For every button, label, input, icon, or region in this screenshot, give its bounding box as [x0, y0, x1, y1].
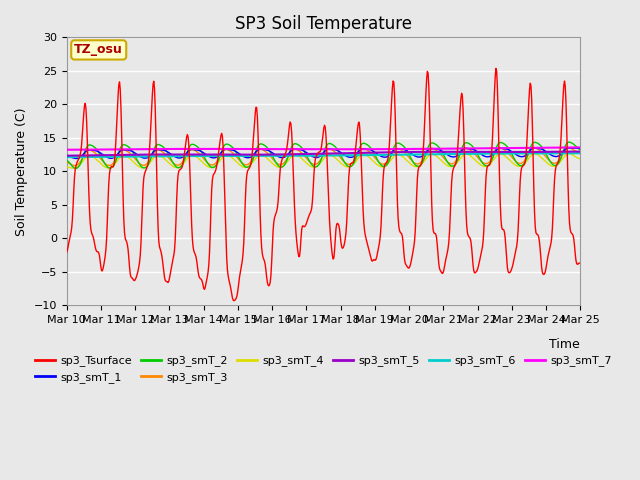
sp3_smT_4	[70, 166, 77, 171]
sp3_Tsurface	[230, 298, 237, 303]
Line: sp3_smT_2: sp3_smT_2	[67, 142, 580, 168]
sp3_smT_7	[63, 147, 70, 153]
sp3_smT_1	[178, 155, 186, 160]
sp3_smT_6	[177, 153, 185, 159]
Line: sp3_smT_6: sp3_smT_6	[67, 153, 580, 157]
sp3_Tsurface	[387, 127, 394, 132]
sp3_smT_6	[401, 152, 408, 157]
Line: sp3_smT_5: sp3_smT_5	[67, 152, 580, 156]
sp3_Tsurface	[72, 163, 80, 169]
sp3_smT_2	[205, 162, 212, 168]
sp3_smT_2	[178, 163, 186, 168]
sp3_smT_4	[577, 156, 584, 162]
sp3_smT_2	[401, 145, 409, 151]
Line: sp3_smT_1: sp3_smT_1	[67, 148, 580, 158]
sp3_smT_7	[386, 146, 394, 152]
sp3_smT_3	[577, 151, 584, 156]
sp3_smT_1	[401, 147, 409, 153]
sp3_smT_2	[72, 166, 80, 171]
sp3_smT_7	[401, 146, 408, 152]
sp3_Tsurface	[63, 250, 70, 255]
sp3_smT_2	[577, 147, 584, 153]
sp3_smT_5	[177, 152, 185, 157]
sp3_smT_6	[386, 152, 394, 158]
sp3_smT_3	[401, 150, 409, 156]
Text: Time: Time	[550, 337, 580, 350]
sp3_Tsurface	[401, 260, 409, 266]
Line: sp3_smT_7: sp3_smT_7	[67, 147, 580, 150]
sp3_Tsurface	[204, 269, 212, 275]
sp3_smT_3	[205, 161, 212, 167]
sp3_Tsurface	[492, 66, 500, 72]
sp3_Tsurface	[125, 254, 132, 260]
sp3_smT_1	[73, 156, 81, 161]
sp3_smT_3	[73, 162, 81, 168]
sp3_smT_2	[63, 157, 70, 163]
sp3_smT_4	[63, 164, 70, 170]
sp3_smT_5	[125, 152, 132, 157]
sp3_smT_7	[125, 146, 132, 152]
sp3_smT_4	[401, 156, 409, 162]
sp3_smT_4	[73, 165, 81, 170]
sp3_smT_2	[387, 155, 394, 161]
sp3_smT_1	[125, 147, 133, 153]
sp3_smT_4	[387, 158, 394, 164]
sp3_smT_3	[125, 150, 133, 156]
sp3_smT_2	[125, 145, 133, 151]
sp3_smT_3	[565, 145, 573, 151]
sp3_smT_1	[387, 152, 394, 157]
sp3_smT_6	[577, 150, 584, 156]
sp3_smT_7	[177, 146, 185, 152]
sp3_smT_4	[178, 163, 186, 168]
Line: sp3_smT_3: sp3_smT_3	[67, 148, 580, 166]
sp3_Tsurface	[577, 260, 584, 266]
Line: sp3_Tsurface: sp3_Tsurface	[67, 69, 580, 300]
sp3_smT_4	[565, 151, 573, 156]
sp3_smT_3	[72, 163, 79, 168]
sp3_smT_6	[72, 154, 80, 160]
sp3_smT_1	[565, 145, 573, 151]
sp3_smT_4	[125, 156, 133, 161]
sp3_smT_3	[178, 160, 186, 166]
sp3_smT_7	[72, 147, 80, 153]
sp3_smT_4	[205, 164, 212, 170]
sp3_smT_6	[125, 154, 132, 159]
sp3_smT_5	[386, 149, 394, 155]
sp3_smT_1	[63, 154, 70, 159]
sp3_smT_5	[204, 152, 212, 157]
sp3_smT_5	[577, 149, 584, 155]
sp3_smT_6	[204, 153, 212, 159]
sp3_smT_2	[73, 165, 81, 171]
Line: sp3_smT_4: sp3_smT_4	[67, 154, 580, 168]
sp3_smT_6	[63, 154, 70, 160]
sp3_smT_5	[401, 149, 408, 155]
sp3_smT_5	[72, 153, 80, 158]
Legend: sp3_Tsurface, sp3_smT_1, sp3_smT_2, sp3_smT_3, sp3_smT_4, sp3_smT_5, sp3_smT_6, : sp3_Tsurface, sp3_smT_1, sp3_smT_2, sp3_…	[31, 351, 616, 387]
sp3_smT_2	[565, 139, 573, 145]
sp3_smT_7	[577, 144, 584, 150]
sp3_smT_3	[63, 160, 70, 166]
Y-axis label: Soil Temperature (C): Soil Temperature (C)	[15, 107, 28, 236]
sp3_smT_3	[387, 155, 394, 160]
sp3_smT_7	[204, 146, 212, 152]
Title: SP3 Soil Temperature: SP3 Soil Temperature	[235, 15, 412, 33]
sp3_smT_1	[577, 145, 584, 151]
Text: TZ_osu: TZ_osu	[74, 43, 123, 57]
sp3_smT_1	[72, 156, 80, 161]
sp3_smT_5	[63, 153, 70, 158]
sp3_smT_1	[205, 154, 212, 159]
sp3_Tsurface	[177, 166, 185, 172]
